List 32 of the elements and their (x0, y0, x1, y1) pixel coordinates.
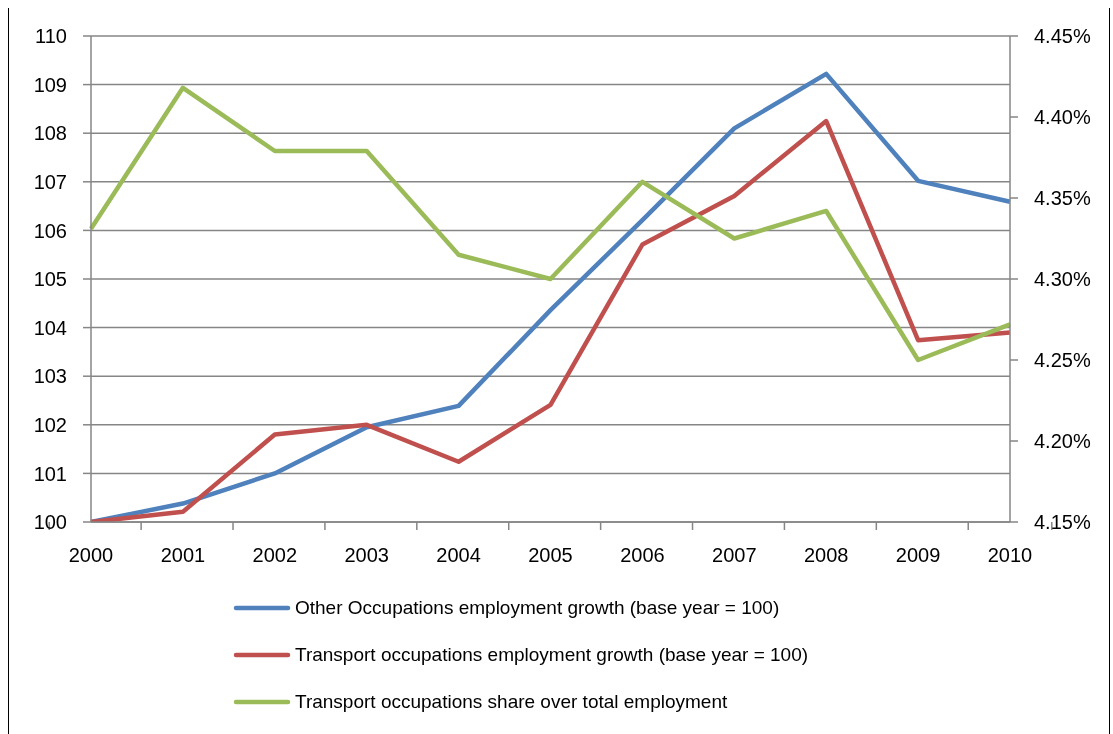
x-tick-label: 2006 (620, 544, 665, 567)
x-tick-label: 2003 (344, 544, 389, 567)
y2-tick-label: 4.30% (1034, 268, 1091, 291)
x-tick-label: 2007 (712, 544, 757, 567)
y-tick-label: 100 (33, 511, 67, 534)
y2-tick-label: 4.25% (1034, 349, 1091, 372)
x-tick-label: 2005 (528, 544, 573, 567)
x-tick-label: 2010 (987, 544, 1033, 567)
x-tick-label: 2001 (160, 544, 206, 567)
y2-tick-label: 4.15% (1034, 511, 1091, 534)
y2-tick-label: 4.20% (1034, 430, 1091, 453)
y-tick-label: 110 (35, 25, 67, 48)
legend-label: Transport occupations share over total employment (295, 690, 728, 713)
y-tick-label: 108 (33, 122, 67, 145)
y-tick-label: 106 (33, 219, 67, 242)
x-tick-label: 2008 (803, 544, 849, 567)
y2-tick-label: 4.35% (1034, 187, 1091, 210)
y-tick-label: 109 (33, 73, 67, 96)
y-tick-label: 104 (33, 316, 67, 339)
y-tick-label: 107 (33, 170, 67, 193)
x-tick-label: 2004 (436, 544, 481, 567)
y-tick-label: 105 (33, 268, 67, 291)
y-tick-label: 103 (33, 365, 67, 388)
legend-label: Other Occupations employment growth (base year = 100) (295, 596, 780, 619)
y-tick-label: 102 (33, 413, 67, 436)
x-tick-label: 2002 (252, 544, 298, 567)
y2-tick-label: 4.40% (1034, 106, 1091, 129)
legend-label: Transport occupations employment growth (base year = 100) (295, 643, 809, 666)
y-tick-label: 101 (33, 462, 67, 485)
y2-tick-label: 4.45% (1034, 25, 1091, 48)
x-tick-label: 2009 (895, 544, 941, 567)
x-tick-label: 2000 (68, 544, 114, 567)
